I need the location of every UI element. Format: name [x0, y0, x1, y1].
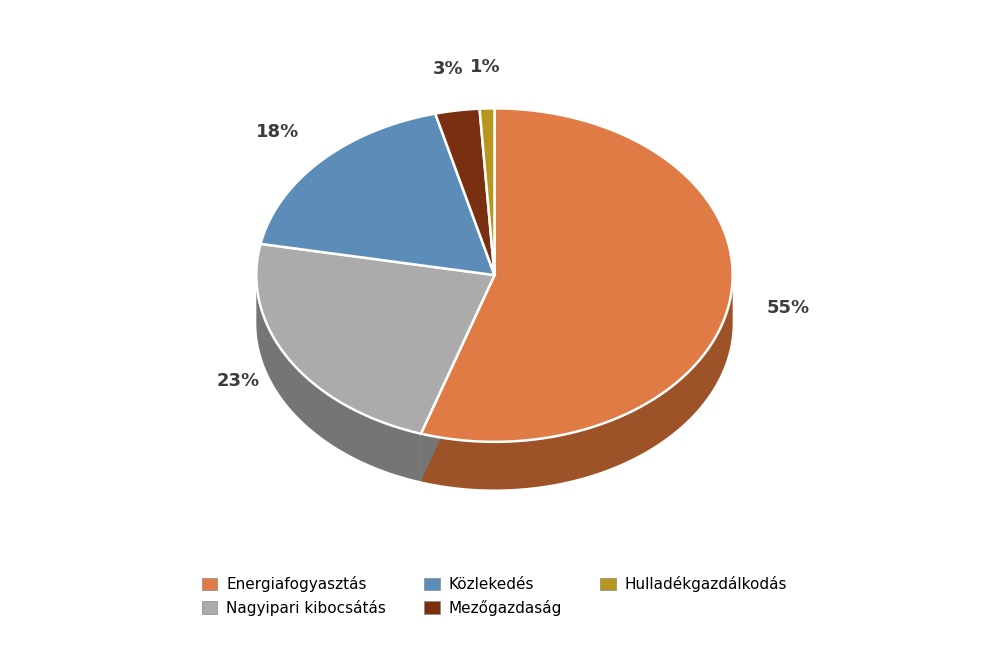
Text: 18%: 18% — [256, 123, 299, 141]
Polygon shape — [421, 275, 494, 481]
Polygon shape — [421, 275, 733, 489]
Text: 1%: 1% — [470, 58, 500, 76]
Polygon shape — [421, 108, 733, 442]
Polygon shape — [260, 113, 494, 275]
Polygon shape — [421, 275, 494, 481]
Polygon shape — [256, 244, 494, 434]
Polygon shape — [256, 275, 421, 481]
Legend: Energiafogyasztás, Nagyipari kibocsátás, Közlekedés, Mezőgazdaság, Hulladékgazdá: Energiafogyasztás, Nagyipari kibocsátás,… — [194, 569, 795, 624]
Text: 23%: 23% — [217, 372, 260, 390]
Polygon shape — [435, 109, 494, 275]
Text: 3%: 3% — [432, 60, 463, 78]
Polygon shape — [480, 108, 494, 275]
Text: 55%: 55% — [767, 299, 810, 317]
